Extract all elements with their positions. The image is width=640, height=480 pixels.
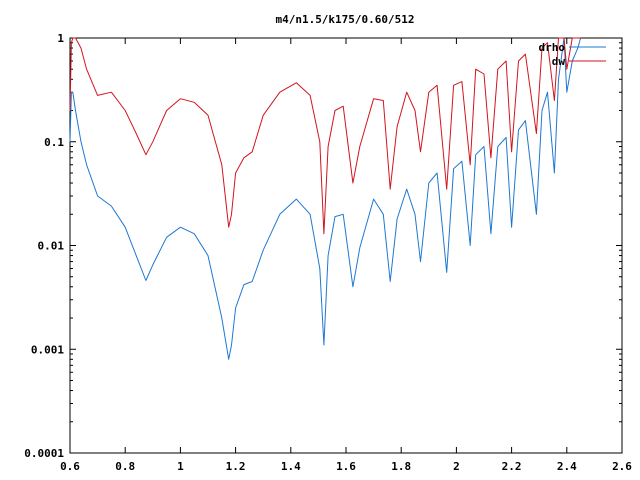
x-tick-label: 1.8 bbox=[391, 460, 411, 473]
chart-title: m4/n1.5/k175/0.60/512 bbox=[275, 13, 414, 26]
y-tick-label: 0.1 bbox=[44, 136, 64, 149]
y-tick-label: 0.001 bbox=[31, 343, 64, 356]
y-tick-label: 1 bbox=[57, 32, 64, 45]
x-tick-label: 1.2 bbox=[226, 460, 246, 473]
x-tick-label: 2 bbox=[453, 460, 460, 473]
x-tick-label: 0.6 bbox=[60, 460, 80, 473]
legend: drho dw bbox=[539, 41, 606, 68]
x-tick-label: 1.4 bbox=[281, 460, 301, 473]
x-tick-label: 2.4 bbox=[557, 460, 577, 473]
legend-label-drho: drho bbox=[539, 41, 566, 54]
series-layer bbox=[69, 37, 582, 360]
x-tick-label: 1 bbox=[177, 460, 184, 473]
x-axis-ticks: 0.6 0.8 1 1.2 1.4 1.6 1.8 2 2.2 2.4 2.6 bbox=[60, 38, 632, 473]
series-line-dw bbox=[69, 37, 581, 235]
x-tick-label: 1.6 bbox=[336, 460, 356, 473]
x-tick-label: 2.2 bbox=[502, 460, 522, 473]
y-tick-label: 0.0001 bbox=[24, 447, 64, 460]
x-tick-label: 0.8 bbox=[115, 460, 135, 473]
y-tick-label: 0.01 bbox=[38, 240, 65, 253]
x-tick-label: 2.6 bbox=[612, 460, 632, 473]
legend-label-dw: dw bbox=[552, 55, 566, 68]
series-line-drho bbox=[69, 37, 582, 360]
y-axis-ticks: 0.0001 0.001 0.01 0.1 1 bbox=[24, 32, 622, 460]
